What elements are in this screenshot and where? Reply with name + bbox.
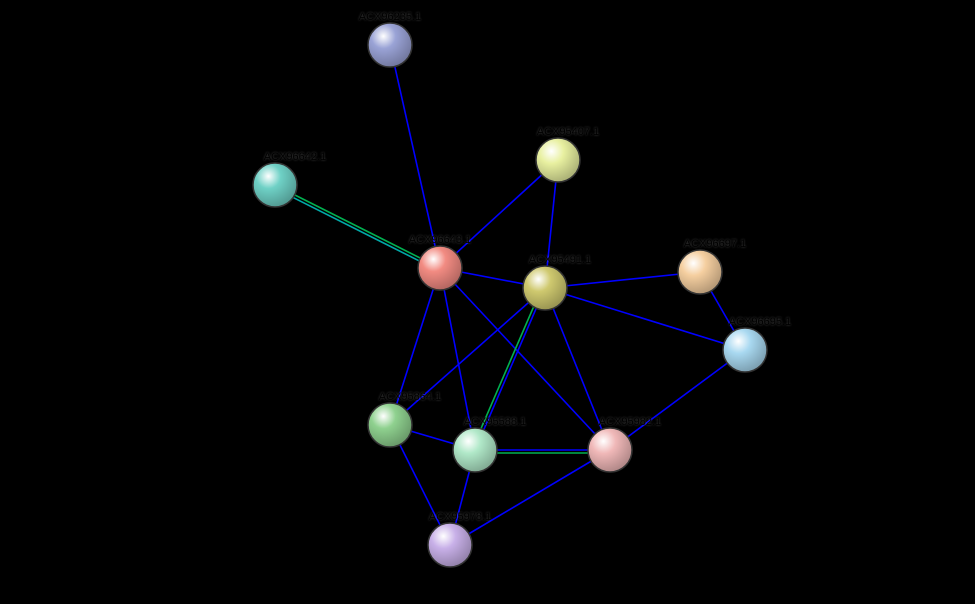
- node-ACX96695.1[interactable]: [723, 328, 767, 372]
- nodes-layer: [0, 0, 975, 604]
- node-ACX96642.1[interactable]: [253, 163, 297, 207]
- node-ACX96643.1[interactable]: [418, 246, 462, 290]
- node-ACX95978.1[interactable]: [428, 523, 472, 567]
- node-ACX95407.1[interactable]: [536, 138, 580, 182]
- node-ACX96235.1[interactable]: [368, 23, 412, 67]
- node-ACX95588.1[interactable]: [453, 428, 497, 472]
- protein-network-graph: ACX96235.1ACX96642.1ACX95407.1ACX96643.1…: [0, 0, 975, 604]
- node-ACX95982.1[interactable]: [588, 428, 632, 472]
- node-ACX96697.1[interactable]: [678, 250, 722, 294]
- node-ACX95491.1[interactable]: [523, 266, 567, 310]
- node-ACX95864.1[interactable]: [368, 403, 412, 447]
